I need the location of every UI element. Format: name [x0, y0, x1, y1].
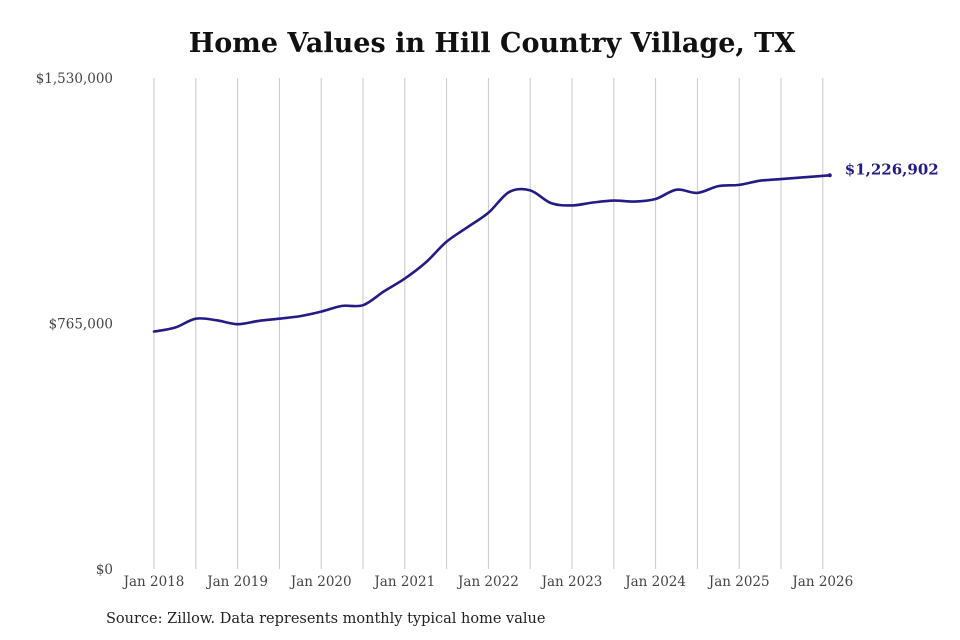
x-tick-label: Jan 2023: [540, 574, 603, 590]
x-tick-label: Jan 2020: [289, 574, 352, 590]
y-tick-label: $0: [96, 562, 113, 578]
x-tick-label: Jan 2026: [790, 574, 853, 590]
y-axis-ticks: $0 $765,000 $1,530,000: [36, 71, 113, 578]
x-axis-ticks: Jan 2018 Jan 2019 Jan 2020 Jan 2021 Jan 2022…: [122, 574, 854, 590]
x-tick-label: Jan 2018: [122, 574, 185, 590]
end-value-label: $1,226,902: [845, 160, 939, 178]
series-layer: $1,226,902: [152, 160, 939, 333]
y-tick-label: $1,530,000: [36, 71, 113, 87]
source-note: Source: Zillow. Data represents monthly …: [106, 611, 546, 627]
end-point: [827, 173, 832, 178]
x-tick-label: Jan 2021: [372, 574, 435, 590]
x-tick-label: Jan 2025: [707, 574, 770, 590]
chart-title: Home Values in Hill Country Village, TX: [188, 28, 796, 59]
x-tick-label: Jan 2022: [456, 574, 519, 590]
y-tick-label: $765,000: [49, 317, 113, 333]
x-tick-label: Jan 2024: [623, 574, 686, 590]
grid-lines: [153, 78, 824, 569]
series-line: [152, 173, 832, 333]
x-tick-label: Jan 2019: [205, 574, 268, 590]
